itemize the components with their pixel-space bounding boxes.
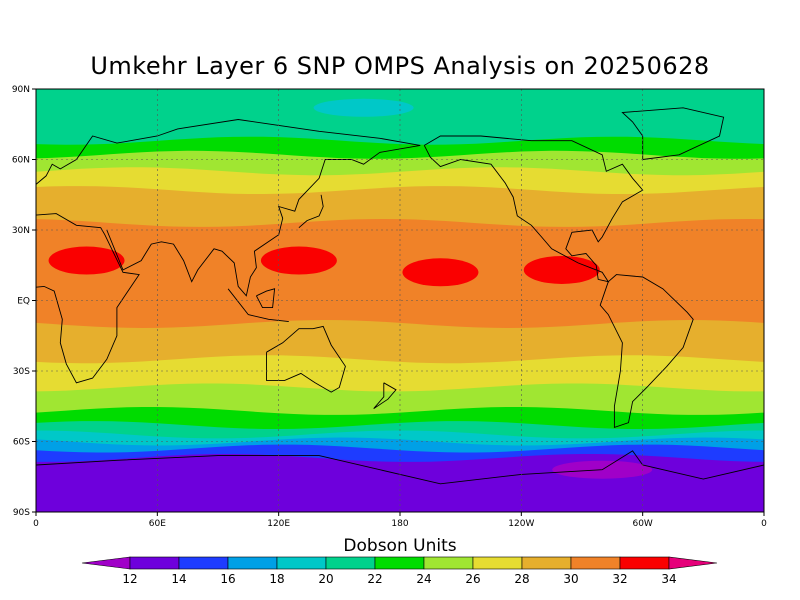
ozone-band (36, 136, 764, 160)
ozone-band (36, 355, 764, 393)
coastline (373, 382, 397, 409)
colorbar-label: 24 (416, 572, 431, 586)
ozone-anomaly (48, 246, 125, 275)
ozone-anomaly (402, 258, 479, 287)
ozone-band (36, 430, 764, 447)
ozone-band (36, 167, 764, 195)
colorbar-label: 34 (661, 572, 676, 586)
coastline (423, 135, 644, 283)
ozone-anomaly (523, 255, 600, 284)
y-tick-label: EQ (17, 297, 30, 307)
ozone-anomaly (313, 98, 414, 117)
y-tick-label: 90N (12, 85, 30, 95)
ozone-anomalies (48, 98, 653, 479)
x-tick-label: 60E (149, 519, 166, 529)
colorbar: 12 14 16 18 20 22 24 26 28 30 32 34 (81, 556, 718, 586)
y-tick-label: 60N (12, 156, 30, 166)
coastline (36, 450, 764, 485)
colorbar-arrow-low (81, 556, 131, 570)
ozone-band (36, 444, 764, 463)
colorbar-label: 28 (514, 572, 529, 586)
colorbar-swatch (619, 556, 670, 570)
colorbar-swatch (178, 556, 229, 570)
y-tick-label: 90S (13, 508, 30, 518)
ozone-field (36, 89, 764, 512)
colorbar-swatch (570, 556, 621, 570)
x-tick-label: 120E (267, 519, 290, 529)
ozone-band (36, 320, 764, 365)
colorbar-label: 30 (563, 572, 578, 586)
coastline (256, 288, 276, 309)
y-tick-label: 30S (13, 367, 30, 377)
colorbar-swatch (325, 556, 376, 570)
colorbar-swatch (129, 556, 180, 570)
y-tick-label: 30N (12, 226, 30, 236)
colorbar-swatch (227, 556, 278, 570)
x-tick-label: 0 (33, 519, 39, 529)
colorbar-label: 12 (122, 572, 137, 586)
colorbar-title: Dobson Units (343, 536, 457, 556)
graticule (36, 89, 764, 512)
coastline (36, 213, 140, 384)
ozone-band (36, 407, 764, 430)
ozone-band (36, 150, 764, 177)
x-tick-label: 60W (632, 519, 652, 529)
ozone-band (36, 186, 764, 228)
x-tick-label: 0 (761, 519, 767, 529)
colorbar-swatch (374, 556, 425, 570)
coastline (36, 119, 421, 185)
map-title: Umkehr Layer 6 SNP OMPS Analysis on 2025… (90, 52, 710, 80)
coastline (106, 144, 421, 297)
colorbar-label: 32 (612, 572, 627, 586)
ozone-band (36, 89, 764, 146)
coastline (599, 274, 694, 429)
colorbar-swatch (276, 556, 327, 570)
colorbar-label: 16 (220, 572, 235, 586)
colorbar-swatch (521, 556, 572, 570)
y-tick-label: 60S (13, 438, 30, 448)
colorbar-label: 26 (465, 572, 480, 586)
colorbar-swatch (472, 556, 523, 570)
colorbar-label: 18 (269, 572, 284, 586)
coastline (298, 194, 324, 229)
colorbar-label: 22 (367, 572, 382, 586)
colorbar-swatch (423, 556, 474, 570)
colorbar-arrow-high (668, 556, 718, 570)
x-tick-label: 180 (391, 519, 408, 529)
coastline (621, 107, 725, 160)
axis-ticks: 0 60E 120E 180 120W 60W 0 90N 60N 30N EQ 30S 60S 90S (12, 85, 767, 529)
colorbar-label: 20 (318, 572, 333, 586)
coastline (266, 325, 346, 393)
ozone-anomaly (260, 246, 337, 275)
x-tick-label: 120W (508, 519, 534, 529)
colorbar-label: 14 (171, 572, 186, 586)
